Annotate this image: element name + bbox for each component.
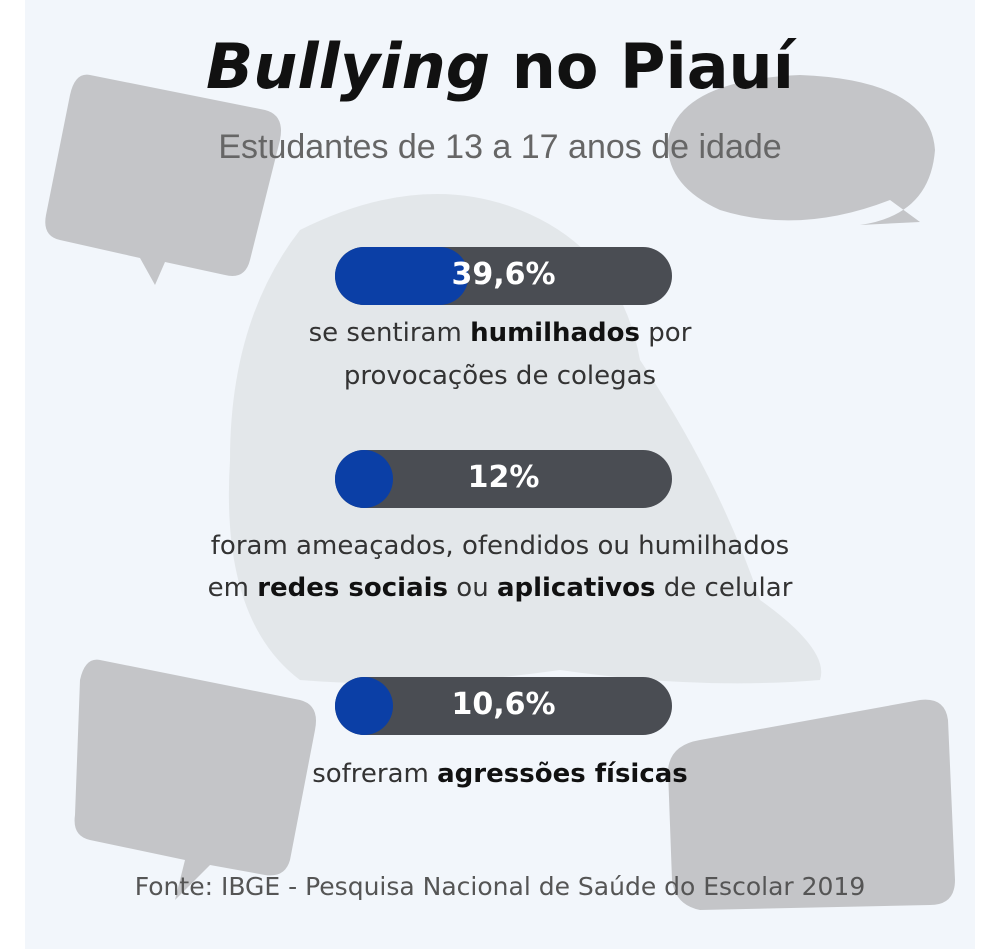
value-label: 10,6% <box>451 687 556 722</box>
description-part: sofreram <box>312 759 438 789</box>
speech-bubble <box>45 74 281 286</box>
description-line: se sentiram humilhados por <box>0 318 1000 348</box>
description-line: foram ameaçados, ofendidos ou humilhados <box>0 531 1000 561</box>
speech-bubble <box>667 75 935 225</box>
title-part: Bullying <box>206 30 491 103</box>
description-part: redes sociais <box>257 573 449 603</box>
description-part: aplicativos <box>496 573 656 603</box>
value-label: 39,6% <box>451 257 556 292</box>
bar-track <box>335 450 672 508</box>
description-line: em redes sociais ou aplicativos de celul… <box>0 573 1000 603</box>
description-part: provocações de colegas <box>343 361 657 391</box>
description-part: por <box>640 318 692 348</box>
source: Fonte: IBGE - Pesquisa Nacional de Saúde… <box>134 872 866 901</box>
bar <box>335 677 393 735</box>
title: Bullying no Piauí <box>0 30 1000 103</box>
bar <box>335 450 393 508</box>
description-line: provocações de colegas <box>0 361 1000 391</box>
bar <box>335 247 469 305</box>
description-part: agressões físicas <box>437 759 688 789</box>
speech-bubble <box>668 699 955 910</box>
silhouette <box>228 194 822 684</box>
description-part: de celular <box>655 573 793 603</box>
speech-bubble <box>74 659 316 900</box>
subtitle: Estudantes de 13 a 17 anos de idade <box>218 128 782 166</box>
description-part: em <box>207 573 258 603</box>
description-part: foram ameaçados, ofendidos ou humilhados <box>210 531 790 561</box>
description-part: ou <box>448 573 497 603</box>
description-line: sofreram agressões físicas <box>0 759 1000 789</box>
value-label: 12% <box>467 460 540 495</box>
description-part: se sentiram <box>308 318 471 348</box>
title-part: no Piauí <box>490 30 794 103</box>
bar-track <box>335 677 672 735</box>
description-part: humilhados <box>470 318 641 348</box>
